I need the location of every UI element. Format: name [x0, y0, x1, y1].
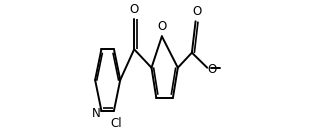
Text: N: N — [92, 107, 101, 120]
Text: O: O — [158, 20, 167, 33]
Text: O: O — [129, 2, 139, 15]
Text: O: O — [208, 63, 217, 76]
Text: Cl: Cl — [111, 117, 122, 130]
Text: O: O — [192, 5, 201, 18]
